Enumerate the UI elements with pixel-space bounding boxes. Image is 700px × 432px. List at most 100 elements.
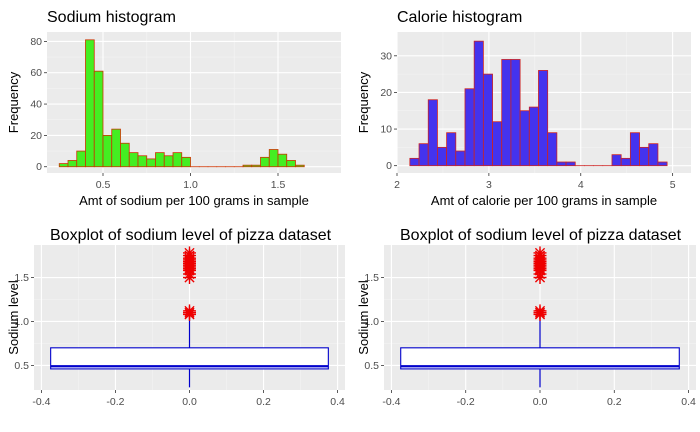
outlier-stroke	[534, 305, 546, 317]
y-axis-label: Sodium level	[6, 280, 21, 355]
outlier-points	[183, 246, 196, 321]
x-tick-label: 0.5	[96, 179, 111, 191]
histogram-bar	[102, 134, 113, 168]
x-tick-label: 1.0	[183, 179, 198, 191]
histogram-bar	[120, 142, 130, 168]
histogram-bar	[620, 157, 631, 167]
y-tick-label: 1.5	[364, 272, 379, 284]
histogram-bar	[268, 149, 279, 168]
histogram-bar	[409, 157, 420, 167]
histogram-bar	[286, 160, 296, 168]
x-tick-label: 4	[578, 179, 584, 191]
histogram-bar	[163, 155, 174, 168]
histogram-bar	[556, 161, 567, 167]
x-tick-label: 0.0	[533, 396, 548, 408]
y-axis-label: Sodium level	[356, 280, 371, 355]
histogram-bar	[547, 132, 558, 167]
outlier-stroke	[184, 305, 195, 317]
y-tick-label: 10	[380, 124, 392, 136]
histogram-bar	[464, 88, 475, 167]
chart-title: Sodium histogram	[47, 9, 176, 26]
histogram-bars	[409, 40, 668, 167]
x-tick-label: -0.4	[32, 396, 50, 408]
histogram-bar	[76, 150, 86, 168]
y-tick-label: 0.5	[364, 360, 379, 372]
y-tick-label: 0	[36, 161, 42, 173]
chart-title: Boxplot of sodium level of pizza dataset	[50, 227, 332, 244]
histogram-bar	[111, 128, 121, 168]
histogram-bar	[172, 152, 183, 168]
chart-panel-2: 2 3 4 5 0 10 20 30 Calorie histogram Frequency Amt…	[356, 9, 691, 208]
histogram-bar	[277, 153, 288, 168]
histogram-bar	[611, 154, 622, 167]
x-tick-label: 3	[486, 179, 492, 191]
histogram-bar	[501, 59, 512, 167]
histogram-bar	[446, 132, 457, 167]
x-tick-label: 5	[670, 179, 676, 191]
box-iqr	[50, 347, 329, 370]
histogram-bars	[58, 39, 305, 168]
outlier-point	[183, 246, 196, 260]
histogram-bar	[93, 70, 104, 168]
histogram-bar	[629, 132, 640, 167]
outlier-stroke	[184, 247, 195, 259]
chart-panel-1: 0.5 1.0 1.5 0 20 40 60 80 Sodium histogram Freque…	[6, 9, 341, 208]
y-tick-label: 0	[386, 160, 392, 172]
histogram-bar	[510, 59, 521, 167]
outlier-point	[183, 304, 196, 318]
histogram-bar	[639, 146, 650, 167]
x-tick-label: 0.4	[330, 396, 345, 408]
histogram-bar	[427, 99, 438, 167]
histogram-bar	[128, 152, 139, 168]
x-tick-label: -0.2	[106, 396, 124, 408]
histogram-bar	[528, 106, 539, 167]
outlier-point	[533, 304, 547, 318]
y-tick-label: 1.5	[14, 272, 29, 284]
histogram-bar	[519, 110, 530, 167]
histogram-bar	[146, 158, 156, 168]
histogram-bar	[492, 121, 503, 167]
histogram-bar	[155, 152, 165, 168]
outlier-points	[533, 246, 547, 321]
x-axis-label: Amt of calorie per 100 grams in sample	[431, 193, 657, 208]
histogram-bar	[473, 40, 484, 167]
x-tick-label: 1.5	[271, 179, 286, 191]
histogram-bar	[181, 156, 191, 168]
y-tick-label: 80	[30, 36, 42, 48]
x-tick-label: 0.2	[256, 396, 271, 408]
histogram-bar	[648, 143, 659, 167]
y-tick-label: 40	[30, 99, 42, 111]
histogram-bar	[437, 146, 448, 167]
y-tick-label: 1.0	[14, 316, 29, 328]
x-tick-label: -0.2	[457, 396, 475, 408]
histogram-bar	[657, 161, 668, 167]
histogram-bar	[565, 161, 576, 167]
y-axis-label: Frequency	[356, 71, 371, 133]
histogram-bar	[455, 150, 466, 167]
histogram-bar	[295, 164, 305, 168]
histogram-bar	[418, 143, 429, 167]
y-tick-label: 0.5	[14, 360, 29, 372]
y-tick-label: 20	[30, 130, 42, 142]
x-tick-label: 0.2	[607, 396, 622, 408]
chart-title: Boxplot of sodium level of pizza dataset	[400, 227, 682, 244]
histogram-bar	[137, 155, 148, 168]
histogram-bar	[242, 164, 253, 168]
histogram-bar	[482, 73, 493, 167]
chart-panel-3: -0.4 -0.2 0.0 0.2 0.4 0.5 1.0 1.5 Boxplot of sod…	[6, 227, 345, 408]
y-tick-label: 30	[380, 50, 392, 62]
x-tick-label: -0.4	[382, 396, 400, 408]
x-tick-label: 2	[394, 179, 400, 191]
y-tick-label: 20	[380, 87, 392, 99]
histogram-bar	[58, 163, 69, 168]
outlier-point	[533, 246, 547, 260]
chart-panel-4: -0.4 -0.2 0.0 0.2 0.4 0.5 1.0 1.5 Boxplot of sod…	[356, 227, 696, 408]
x-axis-label: Amt of sodium per 100 grams in sample	[79, 193, 309, 208]
x-tick-label: 0.0	[182, 396, 197, 408]
chart-title: Calorie histogram	[397, 9, 522, 26]
x-tick-label: 0.4	[681, 396, 696, 408]
histogram-bar	[538, 70, 549, 167]
outlier-stroke	[534, 247, 546, 259]
box-iqr	[400, 347, 680, 370]
